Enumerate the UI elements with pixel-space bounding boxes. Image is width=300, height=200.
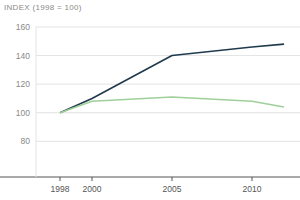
x-tick xyxy=(60,177,61,181)
series-line xyxy=(60,97,284,113)
chart-svg: 80 100 120 140 160 1998 2000 2005 2010 INDEX (199… xyxy=(0,0,300,200)
grid-line xyxy=(36,84,300,85)
x-tick xyxy=(252,177,253,181)
chart-container: 80 100 120 140 160 1998 2000 2005 2010 INDEX (199… xyxy=(0,0,300,200)
y-tick-label: 140 xyxy=(16,51,30,61)
y-tick-label: 80 xyxy=(21,136,31,146)
x-tick-label: 1998 xyxy=(51,184,70,194)
x-tick-label: 2010 xyxy=(243,184,262,194)
x-tick xyxy=(172,177,173,181)
y-axis-line xyxy=(36,27,37,177)
y-tick-label: 120 xyxy=(16,79,30,89)
grid-line xyxy=(36,112,300,113)
y-tick-label: 100 xyxy=(16,108,30,118)
x-axis-line xyxy=(0,177,300,178)
plot-area xyxy=(60,44,284,113)
y-tick-label: 160 xyxy=(16,22,30,32)
series-line xyxy=(60,44,284,113)
x-tick-label: 2005 xyxy=(163,184,182,194)
grid-line xyxy=(36,55,300,56)
x-tick-label: 2000 xyxy=(83,184,102,194)
y-axis-label: INDEX (1998 = 100) xyxy=(4,3,82,12)
grid-line xyxy=(36,27,300,28)
grid-line xyxy=(36,141,300,142)
x-tick xyxy=(92,177,93,181)
